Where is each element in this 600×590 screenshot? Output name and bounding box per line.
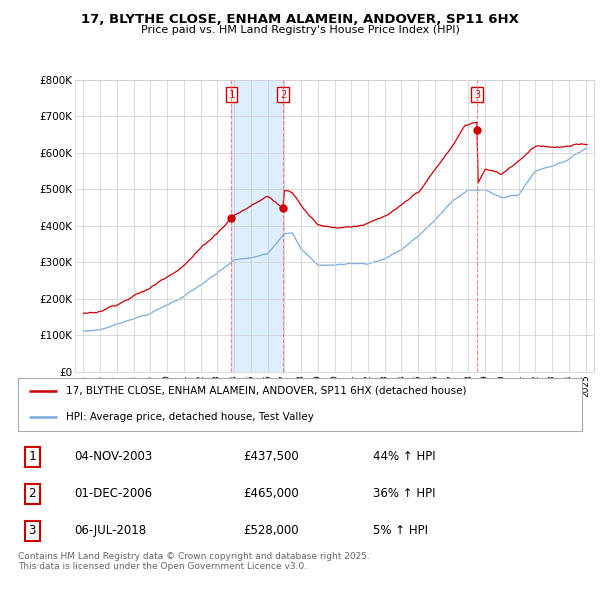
Text: £465,000: £465,000 [244, 487, 299, 500]
Text: 1: 1 [28, 450, 36, 463]
Text: 1: 1 [228, 90, 235, 100]
Text: Price paid vs. HM Land Registry's House Price Index (HPI): Price paid vs. HM Land Registry's House … [140, 25, 460, 35]
Text: Contains HM Land Registry data © Crown copyright and database right 2025.
This d: Contains HM Land Registry data © Crown c… [18, 552, 370, 571]
Text: 17, BLYTHE CLOSE, ENHAM ALAMEIN, ANDOVER, SP11 6HX (detached house): 17, BLYTHE CLOSE, ENHAM ALAMEIN, ANDOVER… [66, 386, 466, 396]
Text: £437,500: £437,500 [244, 450, 299, 463]
Text: 04-NOV-2003: 04-NOV-2003 [74, 450, 152, 463]
Text: 2: 2 [280, 90, 286, 100]
Text: HPI: Average price, detached house, Test Valley: HPI: Average price, detached house, Test… [66, 412, 314, 422]
Text: 06-JUL-2018: 06-JUL-2018 [74, 525, 146, 537]
Text: 2: 2 [28, 487, 36, 500]
Text: 44% ↑ HPI: 44% ↑ HPI [373, 450, 436, 463]
Text: 36% ↑ HPI: 36% ↑ HPI [373, 487, 436, 500]
Text: 3: 3 [28, 525, 36, 537]
Text: 01-DEC-2006: 01-DEC-2006 [74, 487, 152, 500]
Text: 5% ↑ HPI: 5% ↑ HPI [373, 525, 428, 537]
Text: 17, BLYTHE CLOSE, ENHAM ALAMEIN, ANDOVER, SP11 6HX: 17, BLYTHE CLOSE, ENHAM ALAMEIN, ANDOVER… [81, 13, 519, 26]
Bar [232, 80, 283, 372]
Text: £528,000: £528,000 [244, 525, 299, 537]
Text: 3: 3 [474, 90, 480, 100]
